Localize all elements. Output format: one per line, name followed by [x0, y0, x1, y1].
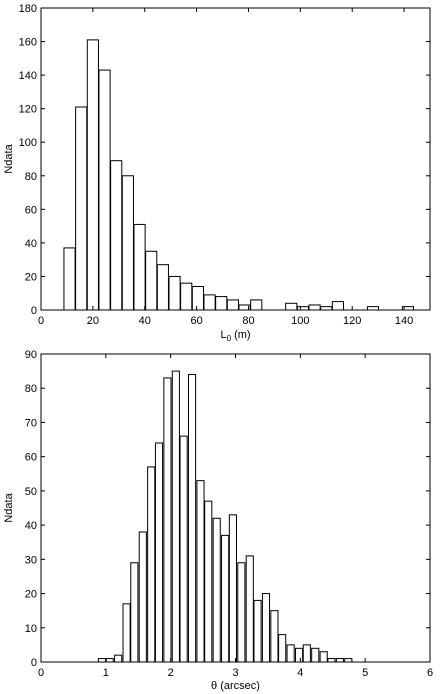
- histogram-bar: [97, 658, 107, 663]
- histogram-bar: [253, 599, 262, 663]
- x-tick-label: 4: [297, 667, 303, 679]
- y-tick-label: 0: [31, 305, 37, 317]
- x-tick-label: 0: [38, 667, 44, 679]
- histogram-bar: [145, 250, 158, 311]
- y-tick-label: 180: [19, 3, 37, 15]
- y-axis-label: Ndata: [3, 492, 15, 522]
- x-tick-label: 100: [291, 315, 309, 327]
- histogram-bar: [344, 658, 353, 663]
- histogram-bar: [296, 306, 310, 311]
- histogram-bar: [122, 603, 131, 663]
- y-tick-label: 40: [25, 238, 37, 250]
- histogram-bar: [212, 517, 221, 663]
- histogram-bar: [171, 370, 180, 663]
- x-tick-label: 3: [232, 667, 238, 679]
- y-tick-label: 140: [19, 70, 37, 82]
- x-tick-label: 5: [362, 667, 368, 679]
- histogram-bar: [302, 644, 311, 663]
- histogram-bar: [188, 374, 197, 663]
- x-tick-label: 1: [103, 667, 109, 679]
- histogram-bar: [156, 264, 169, 311]
- histogram-bar: [311, 647, 320, 663]
- y-tick-label: 40: [25, 520, 37, 532]
- l0-histogram: 0 20 40 60 80 100 120 140 0 20 40 60 80 100 120 140 160 1…: [3, 3, 431, 343]
- x-axis-label: θ (arcsec): [211, 680, 260, 692]
- histogram-bar: [226, 299, 239, 311]
- histogram-bar: [294, 647, 304, 663]
- histogram-bar: [204, 500, 213, 663]
- histogram-bar: [335, 658, 344, 663]
- y-tick-label: 160: [19, 37, 37, 49]
- histogram-bar: [168, 275, 181, 311]
- histogram-bar: [228, 514, 237, 663]
- plot-frame: [40, 7, 431, 311]
- histogram-bar: [221, 534, 230, 663]
- y-tick-label: 90: [25, 349, 37, 361]
- histogram-bar: [319, 651, 328, 663]
- y-tick-label: 120: [19, 104, 37, 116]
- y-tick-label: 70: [25, 417, 37, 429]
- histogram-bar: [105, 658, 114, 663]
- histogram-bar: [285, 302, 298, 311]
- y-tick-label: 20: [25, 271, 37, 283]
- y-tick-label: 60: [25, 204, 37, 216]
- histogram-bar: [245, 555, 254, 663]
- y-axis-label: Ndata: [3, 143, 15, 173]
- histogram-bar: [154, 442, 164, 663]
- histogram-bar: [327, 658, 336, 663]
- histogram-bar: [86, 39, 99, 311]
- histogram-bar: [261, 593, 271, 663]
- histogram-bar: [308, 304, 321, 311]
- histogram-bar: [121, 175, 134, 311]
- histogram-bar: [286, 644, 295, 663]
- x-tick-label: 6: [427, 667, 433, 679]
- y-tick-label: 30: [25, 554, 37, 566]
- x-axis-label: L0 (m): [220, 329, 250, 343]
- x-tick-label: 2: [168, 667, 174, 679]
- histogram-bar: [133, 223, 146, 311]
- histogram-bar: [138, 531, 147, 663]
- histogram-bar: [180, 282, 193, 311]
- x-tick-label: 60: [190, 315, 202, 327]
- y-tick-label: 10: [25, 623, 37, 635]
- histogram-bar: [278, 634, 287, 663]
- y-tick-label: 80: [25, 383, 37, 395]
- histogram-bar: [130, 562, 139, 663]
- histogram-bar: [331, 301, 345, 311]
- histogram-bar: [215, 296, 228, 311]
- x-tick-label: 120: [343, 315, 361, 327]
- histogram-bar: [114, 654, 123, 663]
- histogram-bar: [203, 294, 216, 311]
- histogram-bar: [98, 69, 111, 311]
- histogram-bar: [320, 306, 333, 311]
- histogram-bar: [191, 286, 204, 311]
- histogram-bar: [110, 160, 123, 311]
- y-tick-label: 100: [19, 137, 37, 149]
- histogram-bar: [366, 306, 380, 311]
- x-tick-label: 40: [139, 315, 151, 327]
- histogram-bar: [179, 435, 188, 663]
- histogram-bar: [270, 610, 279, 663]
- histogram-bar: [250, 299, 263, 311]
- y-tick-label: 50: [25, 486, 37, 498]
- y-tick-label: 20: [25, 589, 37, 601]
- histogram-bar: [237, 562, 246, 663]
- x-tick-label: 0: [38, 315, 44, 327]
- histogram-bar: [147, 466, 156, 663]
- x-tick-label: 80: [242, 315, 254, 327]
- histogram-bar: [63, 247, 76, 311]
- histogram-bar: [196, 480, 205, 663]
- y-tick-label: 0: [31, 657, 37, 669]
- y-tick-label: 80: [25, 171, 37, 183]
- y-tick-label: 60: [25, 452, 37, 464]
- x-tick-label: 140: [395, 315, 413, 327]
- histogram-bar: [163, 377, 172, 663]
- histogram-bar: [75, 106, 88, 311]
- x-tick-label: 20: [87, 315, 99, 327]
